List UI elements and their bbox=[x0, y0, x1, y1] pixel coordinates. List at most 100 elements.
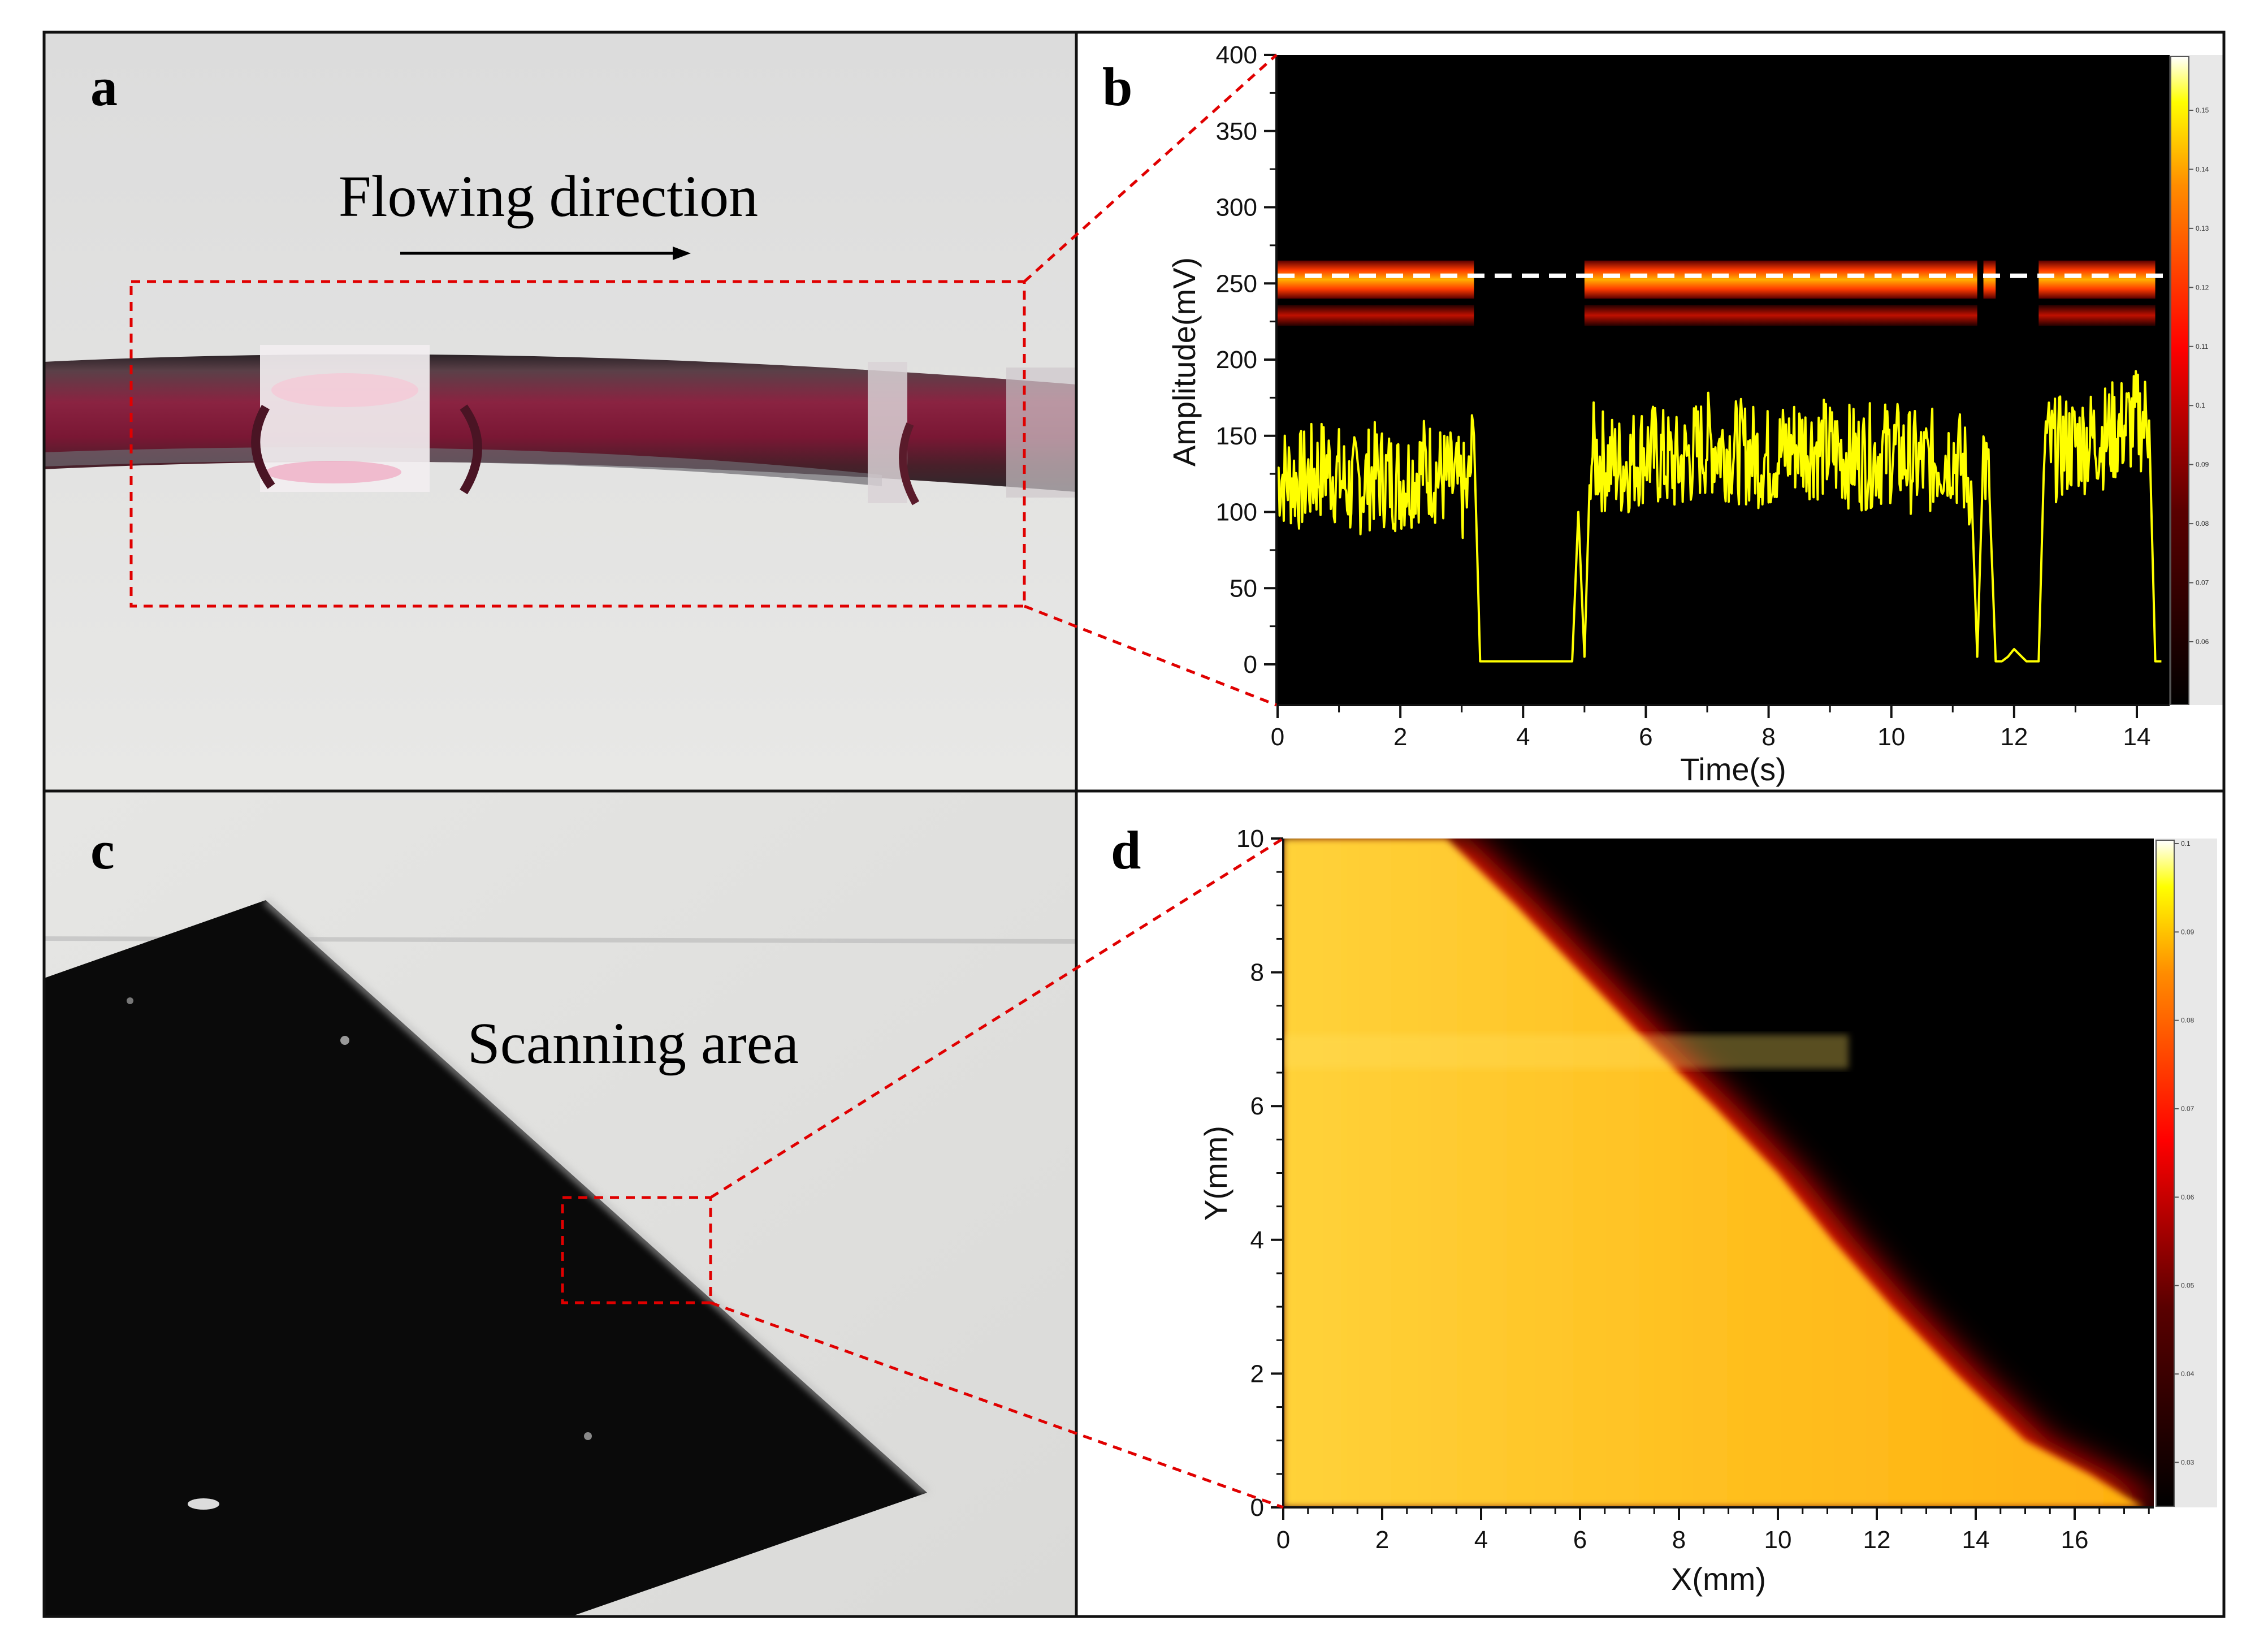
connector-a-top bbox=[1023, 54, 1278, 283]
colorbar-b-tick-label: 0.12 bbox=[2196, 283, 2209, 291]
black-sample bbox=[44, 900, 927, 1616]
flow-direction-label: Flowing direction bbox=[339, 164, 758, 229]
x-tick-label: 4 bbox=[1516, 723, 1530, 751]
colorbar-d bbox=[2156, 840, 2175, 1507]
y-tick-label: 2 bbox=[1250, 1360, 1264, 1388]
colorbar-b-tick-label: 0.07 bbox=[2196, 579, 2209, 587]
x-tick-label: 16 bbox=[2061, 1526, 2089, 1554]
connector-c-bottom bbox=[710, 1301, 1284, 1509]
heatmap-bright-streak bbox=[1283, 1035, 1849, 1069]
chart-d-xlabel: X(mm) bbox=[1671, 1561, 1766, 1597]
connector-a-bottom bbox=[1024, 604, 1277, 707]
heat-band-segment bbox=[1983, 260, 1996, 299]
bubble-1-meniscus-left bbox=[251, 405, 275, 489]
bubble-1-bottom-tint bbox=[266, 461, 401, 483]
x-tick-label: 6 bbox=[1573, 1526, 1587, 1554]
highlight-box-a bbox=[129, 280, 1026, 608]
chart-b-ylabel: Amplitude(mV) bbox=[1166, 257, 1202, 466]
air-bubble-2 bbox=[868, 362, 907, 503]
y-tick-label: 150 bbox=[1216, 422, 1257, 450]
chart-d-heatmap bbox=[1283, 839, 2154, 1507]
colorbar-b-tick-label: 0.15 bbox=[2196, 106, 2209, 114]
panel-c: Scanning area c bbox=[42, 789, 1078, 1618]
colorbar-d-tick-label: 0.1 bbox=[2181, 840, 2191, 848]
chart-d-axes: 0 2 4 6 8 10 0 2 4 6 8 10 12 14 16 bbox=[1236, 825, 2154, 1554]
x-tick-label: 2 bbox=[1393, 723, 1407, 751]
colorbar-b-tick-label: 0.11 bbox=[2196, 343, 2209, 351]
x-tick-label: 12 bbox=[1863, 1526, 1891, 1554]
colorbar-b-tick-label: 0.14 bbox=[2196, 165, 2209, 173]
dust-speck-1 bbox=[340, 1036, 349, 1045]
x-tick-label: 4 bbox=[1474, 1526, 1488, 1554]
colorbar-b-tick-label: 0.1 bbox=[2196, 401, 2205, 409]
y-tick-label: 8 bbox=[1250, 959, 1264, 987]
y-tick-label: 0 bbox=[1244, 651, 1257, 678]
colorbar-d-tick-label: 0.03 bbox=[2181, 1458, 2195, 1466]
x-tick-label: 14 bbox=[2123, 723, 2151, 751]
colorbar-b-tick-label: 0.08 bbox=[2196, 520, 2209, 528]
y-tick-label: 300 bbox=[1216, 194, 1257, 222]
x-tick-label: 0 bbox=[1271, 723, 1284, 751]
panel-label-b: b bbox=[1102, 57, 1132, 117]
panel-b: 0 50 100 150 200 250 300 350 400 0 2 4 6 8 10 12 14 0.15… bbox=[1075, 31, 2226, 793]
bubble-2-meniscus bbox=[899, 422, 920, 505]
colorbar-b-tick-label: 0.13 bbox=[2196, 224, 2209, 232]
x-tick-label: 10 bbox=[1877, 723, 1905, 751]
x-tick-label: 0 bbox=[1276, 1526, 1290, 1554]
heat-band-segment bbox=[2038, 260, 2156, 299]
chart-b-heat-bands bbox=[1278, 260, 2156, 326]
bubble-1-tint bbox=[271, 373, 418, 407]
y-tick-label: 4 bbox=[1250, 1226, 1264, 1254]
colorbar-b-ticks: 0.15 0.14 0.13 0.12 0.11 0.1 0.09 0.08 0.07 0.06 bbox=[2189, 106, 2209, 646]
heat-band-segment bbox=[1584, 260, 1977, 299]
y-tick-label: 350 bbox=[1216, 118, 1257, 145]
x-tick-label: 10 bbox=[1764, 1526, 1792, 1554]
colorbar-b-tick-label: 0.09 bbox=[2196, 461, 2209, 469]
chart-b-axes: 0 50 100 150 200 250 300 350 400 0 2 4 6 8 10 12 14 bbox=[1216, 41, 2170, 751]
colorbar-d-tick-label: 0.04 bbox=[2181, 1370, 2195, 1378]
colorbar-b bbox=[2170, 56, 2189, 705]
y-tick-label: 100 bbox=[1216, 499, 1257, 526]
heat-band-segment bbox=[2038, 304, 2156, 326]
y-tick-label: 400 bbox=[1216, 41, 1257, 69]
x-tick-label: 8 bbox=[1672, 1526, 1686, 1554]
bubble-1-meniscus-right bbox=[460, 404, 482, 495]
chart-b-xlabel: Time(s) bbox=[1680, 751, 1786, 787]
panel-label-a: a bbox=[90, 57, 118, 117]
chart-b-plot-area bbox=[1276, 55, 2170, 705]
colorbar-d-tick-label: 0.06 bbox=[2181, 1193, 2195, 1201]
y-tick-label: 0 bbox=[1250, 1494, 1264, 1522]
connector-c-top bbox=[709, 837, 1284, 1199]
heat-band-segment bbox=[1278, 304, 1474, 326]
flow-arrow-head bbox=[673, 247, 691, 260]
y-tick-label: 250 bbox=[1216, 270, 1257, 297]
y-tick-label: 200 bbox=[1216, 346, 1257, 374]
heatmap-sample-region bbox=[1283, 839, 2144, 1507]
colorbar-d-tick-label: 0.09 bbox=[2181, 928, 2195, 936]
series-amplitude-trace bbox=[1276, 370, 2162, 663]
colorbar-d-tick-label: 0.08 bbox=[2181, 1017, 2195, 1025]
y-tick-label: 50 bbox=[1230, 574, 1257, 602]
tube-clear-end bbox=[1006, 368, 1076, 498]
panel-label-d: d bbox=[1111, 820, 1141, 880]
colorbar-d-tick-label: 0.07 bbox=[2181, 1105, 2195, 1113]
panel-d-border bbox=[1075, 789, 2226, 1618]
dust-speck-2 bbox=[584, 1432, 592, 1440]
panel-d: 0 2 4 6 8 10 0 2 4 6 8 10 12 14 16 0.1 0.09 0.08 0.07 0.06… bbox=[1075, 789, 2226, 1618]
dust-speck-4 bbox=[127, 997, 133, 1004]
x-tick-label: 14 bbox=[1962, 1526, 1990, 1554]
colorbar-b-tick-label: 0.06 bbox=[2196, 638, 2209, 646]
y-tick-label: 6 bbox=[1250, 1092, 1264, 1120]
x-tick-label: 6 bbox=[1639, 723, 1652, 751]
zoom-connectors bbox=[709, 54, 1284, 1509]
x-tick-label: 8 bbox=[1761, 723, 1775, 751]
chart-d-ylabel: Y(mm) bbox=[1198, 1126, 1233, 1221]
dust-speck-3 bbox=[188, 1498, 219, 1510]
panel-label-c: c bbox=[90, 820, 115, 880]
x-tick-label: 2 bbox=[1375, 1526, 1389, 1554]
colorbar-d-tick-label: 0.05 bbox=[2181, 1282, 2195, 1290]
heat-band-segment bbox=[1584, 304, 1977, 326]
colorbar-d-ticks: 0.1 0.09 0.08 0.07 0.06 0.05 0.04 0.03 bbox=[2174, 840, 2195, 1466]
tube-photo bbox=[44, 345, 1076, 505]
